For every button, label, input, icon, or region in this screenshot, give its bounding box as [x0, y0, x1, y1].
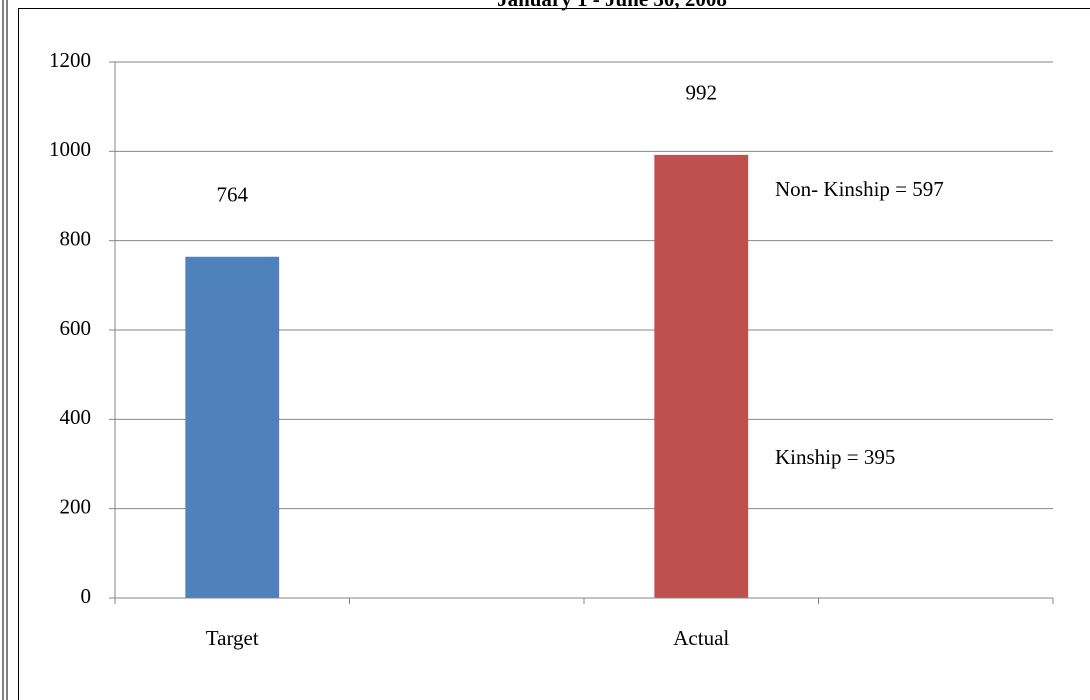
y-tick-label: 400: [60, 405, 92, 429]
x-tick-label: Target: [206, 626, 259, 650]
y-tick-label: 800: [60, 226, 92, 250]
bar: [185, 256, 280, 598]
value-label: 764: [217, 183, 249, 207]
y-tick-label: 200: [60, 494, 92, 518]
x-tick-label: Actual: [673, 626, 729, 650]
chart-title: January 1 - June 30, 2008: [497, 0, 727, 11]
annotation: Non- Kinship = 597: [775, 177, 944, 201]
chart-frame: [18, 8, 1090, 700]
y-tick-label: 0: [81, 584, 92, 608]
y-tick-label: 1000: [49, 137, 91, 161]
bar: [654, 154, 749, 598]
y-tick-label: 600: [60, 316, 92, 340]
y-tick-label: 1200: [49, 48, 91, 72]
annotation: Kinship = 395: [775, 445, 895, 469]
value-label: 992: [686, 81, 718, 105]
